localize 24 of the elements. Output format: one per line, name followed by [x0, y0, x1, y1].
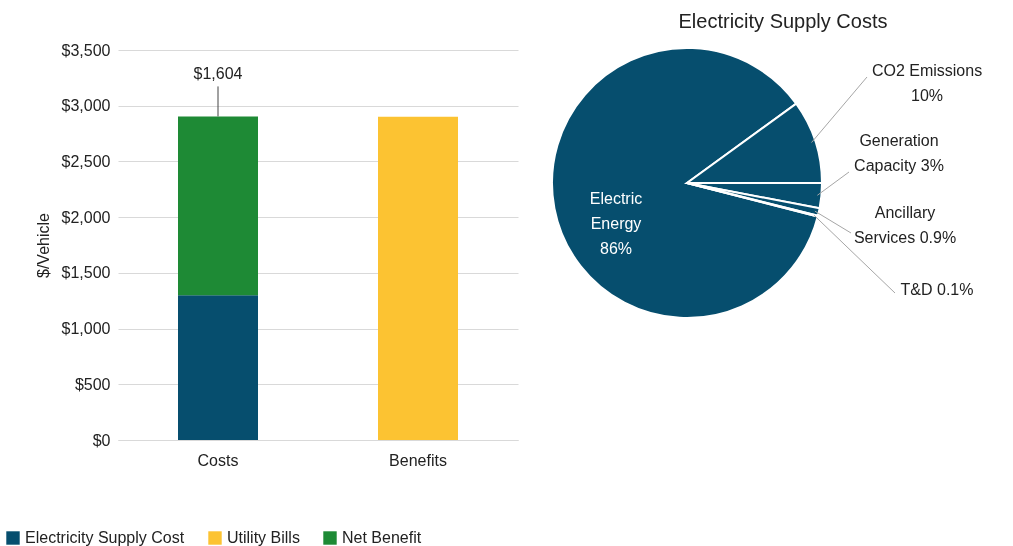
slice-label: Ancillary Services 0.9% — [853, 204, 957, 246]
x-tick-label: Benefits — [389, 451, 447, 469]
y-tick-label: $2,000 — [61, 208, 111, 226]
data-label: 10% — [910, 87, 944, 104]
slice-label: Electric Energy — [589, 190, 643, 232]
data-label: 86% — [599, 240, 633, 257]
y-tick-label: $3,500 — [61, 41, 111, 59]
legend-label: Utility Bills — [227, 529, 300, 546]
slice-label: CO2 Emissions — [871, 62, 983, 79]
y-tick-label: $500 — [74, 375, 111, 393]
legend-label: Net Benefit — [342, 529, 422, 546]
y-tick-label: $0 — [92, 431, 111, 449]
y-tick-label: $1,000 — [61, 320, 111, 338]
slice-label: Generation Capacity 3% — [854, 132, 944, 174]
data-label: $1,604 — [193, 65, 243, 83]
y-axis-title: $/Vehicle — [34, 212, 52, 278]
x-tick-label: Costs — [197, 451, 239, 469]
pie-slice — [551, 47, 819, 319]
y-tick-label: $3,000 — [61, 97, 111, 115]
y-tick-label: $2,500 — [61, 152, 111, 170]
legend-label: Electricity Supply Cost — [25, 529, 185, 546]
slice-label: T&D 0.1% — [900, 281, 974, 298]
chart-title: Electricity Supply Costs — [678, 10, 888, 32]
y-tick-label: $1,500 — [61, 264, 111, 282]
